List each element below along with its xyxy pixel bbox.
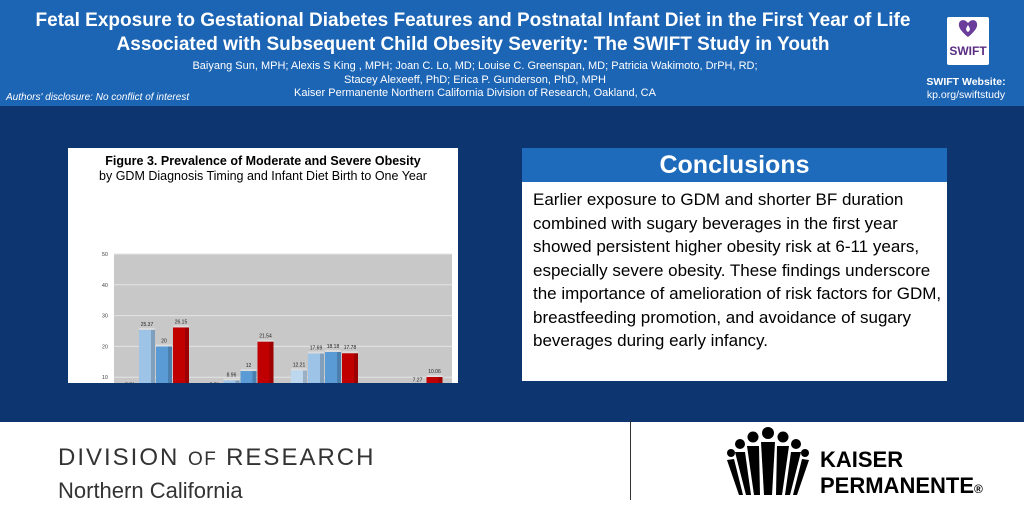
affiliation: Kaiser Permanente Northern California Di… bbox=[294, 87, 656, 99]
division-of-research-logo: DIVISION OF RESEARCH bbox=[58, 444, 375, 472]
data-label: 7.27 bbox=[413, 378, 423, 383]
bar-top bbox=[291, 368, 307, 371]
data-label: 20 bbox=[161, 338, 167, 344]
bar-top bbox=[156, 344, 172, 347]
y-tick-label: 30 bbox=[102, 314, 108, 320]
data-label: 5.71 bbox=[210, 382, 220, 383]
registered-mark: ® bbox=[974, 482, 983, 496]
data-label: 18.18 bbox=[327, 344, 340, 350]
data-label: 10.06 bbox=[428, 369, 441, 375]
heart-drop-icon bbox=[958, 20, 978, 37]
bar bbox=[156, 346, 172, 383]
bar bbox=[173, 327, 189, 383]
of-word: OF bbox=[188, 449, 218, 470]
bar-shade bbox=[337, 352, 341, 383]
bar-top bbox=[223, 378, 240, 381]
bar-top bbox=[139, 327, 155, 330]
data-label: 26.15 bbox=[175, 319, 188, 325]
bar-shade bbox=[303, 370, 307, 383]
conclusions-text: Earlier exposure to GDM and shorter BF d… bbox=[533, 190, 942, 350]
bar-top bbox=[173, 325, 189, 328]
bar-top bbox=[325, 350, 341, 353]
permanente-line: PERMANENTE® bbox=[820, 473, 983, 502]
kaiser-word: KAISER bbox=[820, 447, 904, 472]
kaiser-permanente-logo-icon bbox=[727, 427, 809, 495]
research-word: RESEARCH bbox=[226, 444, 376, 471]
bar-top bbox=[240, 369, 257, 372]
figure-subtitle: by GDM Diagnosis Timing and Infant Diet … bbox=[99, 169, 427, 183]
data-label: 5.71 bbox=[125, 382, 135, 383]
swift-website-label: SWIFT Website: bbox=[926, 76, 1006, 88]
bar bbox=[257, 341, 274, 383]
bar bbox=[325, 352, 341, 383]
y-tick-label: 40 bbox=[102, 283, 108, 289]
bar-shade bbox=[438, 377, 443, 383]
division-word: DIVISION bbox=[58, 444, 180, 471]
data-label: 12 bbox=[246, 363, 252, 369]
conclusions-panel: Conclusions Earlier exposure to GDM and … bbox=[522, 148, 947, 381]
bar-top bbox=[257, 339, 274, 342]
y-tick-label: 20 bbox=[102, 344, 108, 350]
figure-title: Figure 3. Prevalence of Moderate and Sev… bbox=[105, 154, 421, 168]
swift-logo-text: SWIFT bbox=[949, 44, 987, 58]
bar-shade bbox=[354, 353, 358, 383]
poster-title: Fetal Exposure to Gestational Diabetes F… bbox=[35, 10, 911, 55]
kaiser-permanente-wordmark: KAISER PERMANENTE® bbox=[820, 447, 983, 502]
bar-shade bbox=[320, 353, 324, 383]
swift-website: SWIFT Website: kp.org/swiftstudy bbox=[912, 76, 1020, 102]
footer-divider bbox=[630, 420, 631, 500]
bar bbox=[223, 380, 240, 383]
authors-line-2: Stacey Alexeeff, PhD; Erica P. Gunderson… bbox=[344, 74, 606, 86]
bar-shade bbox=[252, 371, 257, 383]
bar-top bbox=[342, 351, 358, 354]
data-label: 12.21 bbox=[293, 362, 306, 368]
bar bbox=[426, 377, 443, 383]
bar bbox=[139, 329, 155, 383]
y-tick-label: 50 bbox=[102, 252, 108, 258]
data-label: 21.54 bbox=[259, 334, 272, 340]
bar bbox=[342, 353, 358, 383]
bar-shade bbox=[151, 329, 155, 383]
header-banner: Fetal Exposure to Gestational Diabetes F… bbox=[0, 0, 1024, 106]
author-list: Baiyang Sun, MPH; Alexis S King , MPH; J… bbox=[150, 59, 800, 87]
bar-shade bbox=[269, 341, 274, 383]
region-label: Northern California bbox=[58, 478, 243, 503]
data-label: 25.37 bbox=[141, 322, 154, 328]
swift-website-url[interactable]: kp.org/swiftstudy bbox=[926, 89, 1006, 101]
data-label: 17.78 bbox=[344, 345, 357, 351]
data-label: 8.96 bbox=[227, 372, 237, 378]
data-label: 17.69 bbox=[310, 346, 323, 352]
permanente-word: PERMANENTE bbox=[820, 473, 975, 498]
disclosure: Authors' disclosure: No conflict of inte… bbox=[6, 92, 190, 103]
bar-top bbox=[308, 351, 324, 354]
authors-line-1: Baiyang Sun, MPH; Alexis S King , MPH; J… bbox=[192, 60, 758, 72]
bar bbox=[291, 370, 307, 383]
bar bbox=[308, 353, 324, 383]
bar-shade bbox=[235, 380, 240, 383]
y-tick-label: 10 bbox=[102, 375, 108, 381]
bar-shade bbox=[168, 346, 172, 383]
bar-shade bbox=[185, 327, 189, 383]
bar bbox=[240, 371, 257, 383]
conclusions-heading: Conclusions bbox=[522, 148, 947, 182]
bar-top bbox=[426, 375, 443, 378]
swift-logo: SWIFT bbox=[947, 17, 989, 65]
